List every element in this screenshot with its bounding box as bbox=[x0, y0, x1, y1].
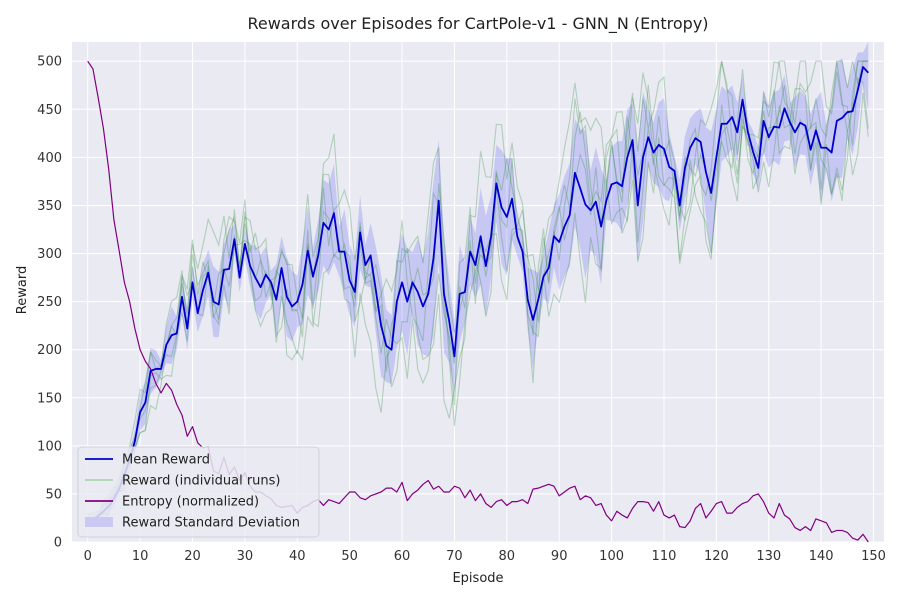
x-tick-label: 100 bbox=[599, 549, 624, 564]
x-tick-label: 10 bbox=[132, 549, 149, 564]
std-band bbox=[87, 42, 869, 525]
x-tick-label: 0 bbox=[84, 549, 92, 564]
chart-title: Rewards over Episodes for CartPole-v1 - … bbox=[247, 14, 708, 34]
x-tick-label: 80 bbox=[499, 549, 516, 564]
legend-swatch bbox=[85, 517, 113, 527]
x-tick-label: 50 bbox=[341, 549, 358, 564]
legend-box bbox=[77, 446, 320, 538]
legend-label: Reward Standard Deviation bbox=[122, 516, 300, 531]
y-tick-label: 150 bbox=[37, 391, 62, 406]
individual-run-line bbox=[87, 82, 869, 517]
x-tick-label: 30 bbox=[237, 549, 254, 564]
x-tick-label: 60 bbox=[394, 549, 411, 564]
legend-label: Reward (individual runs) bbox=[122, 474, 281, 489]
x-tick-labels: 0 10 20 30 40 50 60 70 80 90 100 110 120 130 140 150 bbox=[84, 549, 886, 564]
y-tick-label: 300 bbox=[37, 247, 62, 262]
y-tick-label: 50 bbox=[45, 487, 62, 502]
y-tick-label: 0 bbox=[54, 536, 62, 551]
x-tick-label: 20 bbox=[184, 549, 201, 564]
legend-item: Reward Standard Deviation bbox=[85, 516, 300, 531]
x-tick-label: 110 bbox=[652, 549, 677, 564]
mean-reward-line bbox=[87, 66, 869, 522]
x-tick-label: 140 bbox=[809, 549, 834, 564]
grid-lines bbox=[72, 42, 884, 543]
individual-run-line bbox=[87, 60, 869, 522]
individual-run-line bbox=[87, 60, 869, 526]
y-tick-label: 100 bbox=[37, 439, 62, 454]
y-tick-label: 500 bbox=[37, 55, 62, 70]
y-tick-labels: 0 50 100 150 200 250 300 350 400 450 500 bbox=[37, 55, 62, 551]
legend: Mean Reward Reward (individual runs) Entro… bbox=[77, 446, 320, 538]
y-tick-label: 350 bbox=[37, 199, 62, 214]
y-tick-label: 250 bbox=[37, 295, 62, 310]
x-tick-label: 120 bbox=[704, 549, 729, 564]
x-tick-label: 150 bbox=[861, 549, 886, 564]
std-band-layer bbox=[87, 42, 869, 525]
x-axis-label: Episode bbox=[452, 571, 503, 586]
legend-item: Entropy (normalized) bbox=[85, 495, 259, 510]
y-tick-label: 200 bbox=[37, 343, 62, 358]
x-tick-label: 70 bbox=[446, 549, 463, 564]
y-tick-label: 450 bbox=[37, 103, 62, 118]
y-axis-label: Reward bbox=[15, 266, 30, 314]
legend-item: Mean Reward bbox=[85, 453, 210, 468]
legend-item: Reward (individual runs) bbox=[85, 474, 281, 489]
x-tick-label: 130 bbox=[756, 549, 781, 564]
individual-run-line bbox=[87, 60, 869, 520]
x-tick-label: 90 bbox=[551, 549, 568, 564]
individual-runs-layer bbox=[87, 60, 869, 526]
legend-label: Mean Reward bbox=[122, 453, 210, 468]
legend-label: Entropy (normalized) bbox=[122, 495, 259, 510]
y-tick-label: 400 bbox=[37, 151, 62, 166]
x-tick-label: 40 bbox=[289, 549, 306, 564]
individual-run-line bbox=[87, 60, 869, 516]
